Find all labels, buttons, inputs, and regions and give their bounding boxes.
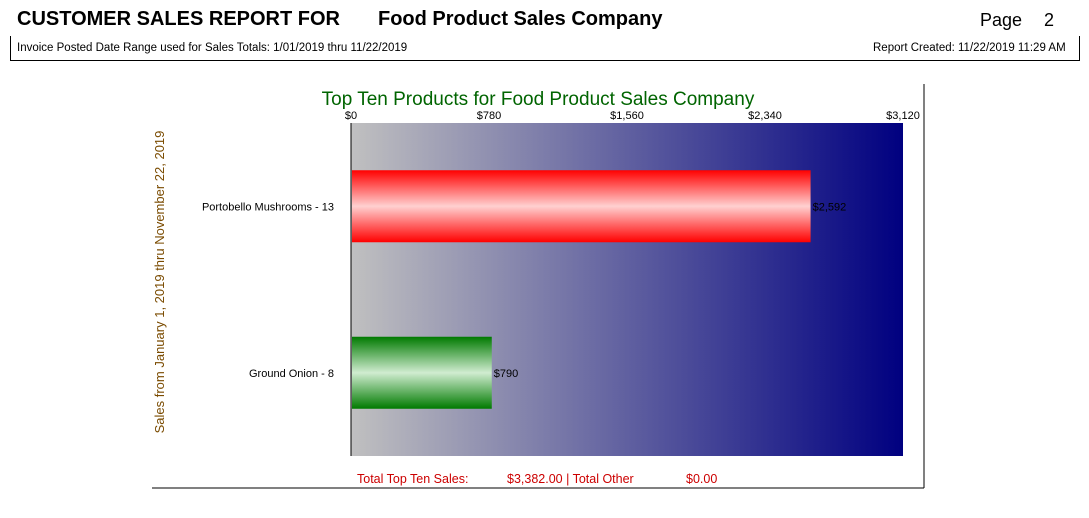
page-number: 2 (1044, 10, 1055, 30)
footer-other-value: $0.00 (686, 472, 717, 486)
bar (352, 170, 811, 243)
x-tick-label: $0 (345, 110, 357, 122)
chart-title: Top Ten Products for Food Product Sales … (322, 89, 755, 110)
category-label: Ground Onion - 8 (249, 368, 334, 380)
info-bar (10, 36, 1080, 61)
bar (352, 336, 492, 409)
value-label: $2,592 (813, 201, 847, 213)
category-label: Portobello Mushrooms - 13 (202, 201, 334, 213)
x-tick-label: $1,560 (610, 110, 644, 122)
report-created: Report Created: 11/22/2019 11:29 AM (873, 42, 1066, 54)
y-axis-label: Sales from January 1, 2019 thru November… (152, 131, 167, 434)
x-tick-label: $2,340 (748, 110, 782, 122)
footer-total-label: Total Top Ten Sales: (357, 472, 468, 486)
value-label: $790 (494, 368, 518, 380)
page-label: Page (980, 10, 1023, 30)
footer-total-value: $3,382.00 | Total Other (507, 472, 634, 486)
x-tick-label: $3,120 (886, 110, 920, 122)
date-range-text: Invoice Posted Date Range used for Sales… (17, 42, 408, 54)
report-title: CUSTOMER SALES REPORT FOR (17, 8, 340, 30)
x-tick-label: $780 (477, 110, 501, 122)
company-name: Food Product Sales Company (378, 8, 663, 30)
